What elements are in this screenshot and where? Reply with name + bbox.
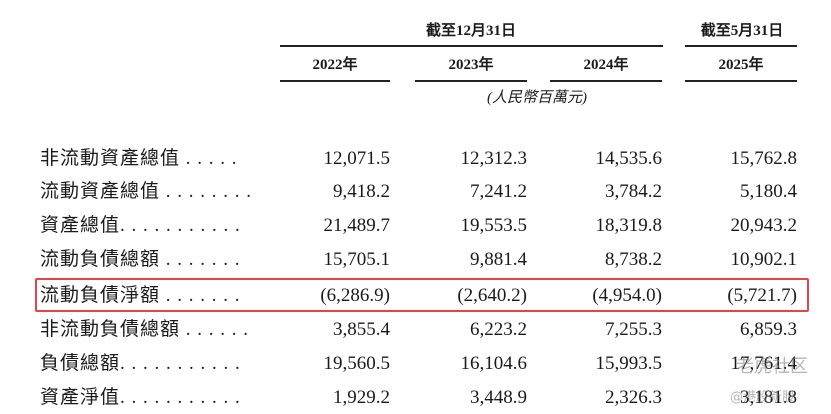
cell-value: 20,943.2 xyxy=(730,215,798,236)
cell-value: 17,761.4 xyxy=(730,353,798,374)
year-header: 2022年 xyxy=(312,57,358,73)
row-label: 非流動負債總額 . . . . . . xyxy=(40,319,250,340)
cell-value: (2,640.2) xyxy=(457,285,527,306)
cell-value: 12,071.5 xyxy=(323,148,391,169)
cell-value: 12,312.3 xyxy=(460,148,528,169)
cell-value: 3,181.8 xyxy=(740,387,797,408)
year-rule xyxy=(280,80,390,82)
watermark: 老虎社区 xyxy=(736,356,808,377)
cell-value: 9,881.4 xyxy=(470,249,527,270)
cell-value: (5,721.7) xyxy=(727,285,797,306)
cell-value: 15,762.8 xyxy=(730,148,798,169)
cell-value: 16,104.6 xyxy=(460,353,528,374)
year-rule xyxy=(550,80,662,82)
cell-value: 3,784.2 xyxy=(605,181,662,202)
watermark: @港股新股 xyxy=(730,390,796,405)
period-header: 截至5月31日 xyxy=(700,23,784,39)
row-label: 非流動資產總值 . . . . . xyxy=(40,148,238,169)
row-label: 流動負債淨額 . . . . . . . xyxy=(40,285,241,306)
year-header: 2024年 xyxy=(583,57,629,73)
row-label: 流動資產總值 . . . . . . . . xyxy=(40,181,253,202)
cell-value: 2,326.3 xyxy=(605,387,662,408)
cell-value: 14,535.6 xyxy=(595,148,663,169)
cell-value: 6,859.3 xyxy=(740,319,797,340)
year-header: 2023年 xyxy=(448,57,494,73)
year-rule xyxy=(685,80,797,82)
cell-value: 1,929.2 xyxy=(333,387,390,408)
row-label: 資產總值. . . . . . . . . . . xyxy=(40,215,241,236)
cell-value: 15,993.5 xyxy=(595,353,663,374)
cell-value: 19,553.5 xyxy=(460,215,528,236)
cell-value: 3,448.9 xyxy=(470,387,527,408)
cell-value: 5,180.4 xyxy=(740,181,797,202)
header-rule xyxy=(280,45,663,47)
year-rule xyxy=(415,80,527,82)
cell-value: 21,489.7 xyxy=(323,215,391,236)
cell-value: (6,286.9) xyxy=(320,285,390,306)
highlight-box xyxy=(35,278,809,312)
year-header: 2025年 xyxy=(718,57,764,73)
row-label: 流動負債總額 . . . . . . . xyxy=(40,249,241,270)
unit-label: (人民幣百萬元) xyxy=(487,90,587,106)
row-label: 負債總額. . . . . . . . . . . xyxy=(40,353,241,374)
cell-value: (4,954.0) xyxy=(592,285,662,306)
cell-value: 7,241.2 xyxy=(470,181,527,202)
cell-value: 19,560.5 xyxy=(323,353,391,374)
header-rule xyxy=(685,45,797,47)
cell-value: 18,319.8 xyxy=(595,215,663,236)
row-label: 資產淨值. . . . . . . . . . . xyxy=(40,387,241,408)
cell-value: 9,418.2 xyxy=(333,181,390,202)
cell-value: 15,705.1 xyxy=(323,249,391,270)
cell-value: 6,223.2 xyxy=(470,319,527,340)
cell-value: 10,902.1 xyxy=(730,249,798,270)
period-header: 截至12月31日 xyxy=(425,23,517,39)
cell-value: 3,855.4 xyxy=(333,319,390,340)
cell-value: 7,255.3 xyxy=(605,319,662,340)
cell-value: 8,738.2 xyxy=(605,249,662,270)
